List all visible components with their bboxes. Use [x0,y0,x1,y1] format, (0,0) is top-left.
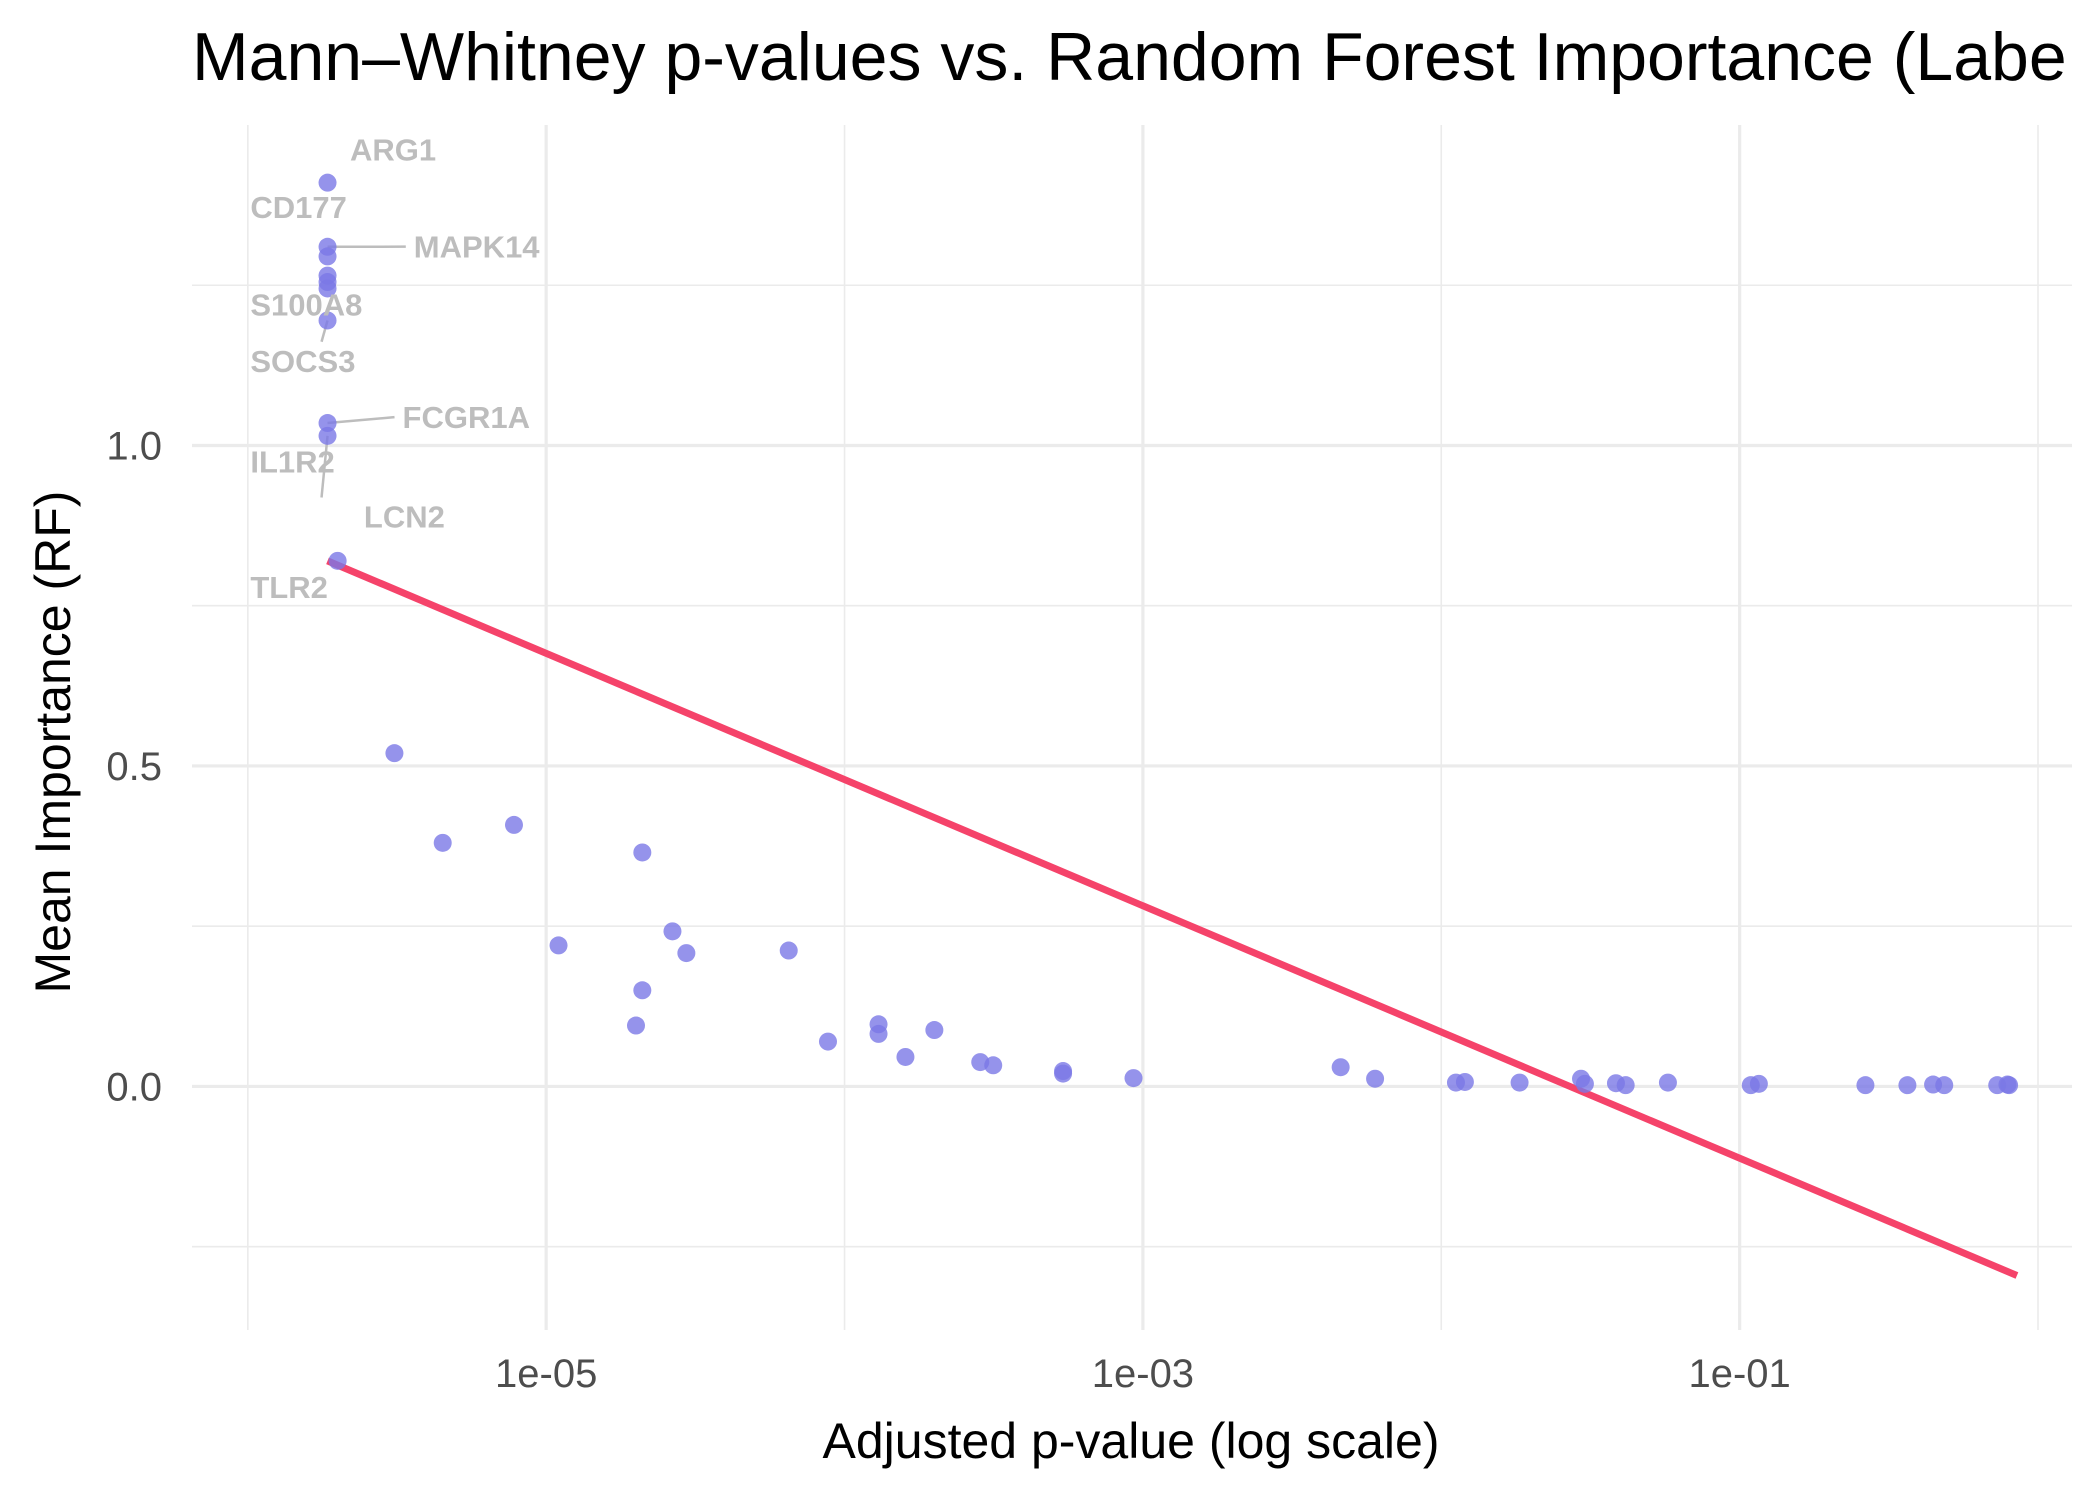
data-point-48 [2000,1076,2019,1095]
point-label-cd177: CD177 [250,190,346,225]
data-point-33 [1455,1072,1474,1091]
point-label-lcn2: LCN2 [364,500,445,535]
data-point-26 [984,1056,1003,1075]
data-point-41 [1749,1074,1768,1093]
data-point-22 [869,1024,888,1043]
chart-title: Mann–Whitney p-values vs. Random Forest … [192,19,2067,95]
point-label-fcgr1a: FCGR1A [403,400,530,435]
x-axis-title: Adjusted p-value (log scale) [823,1413,1440,1469]
data-point-30 [1331,1058,1350,1077]
y-tick-label-1: 0.5 [106,745,162,789]
point-label-socs3: SOCS3 [250,344,355,379]
point-label-mapk14: MAPK14 [414,230,541,265]
x-tick-label-2: 1e-01 [1688,1352,1790,1396]
data-point-28 [1054,1064,1073,1083]
data-point-38 [1616,1076,1635,1095]
data-point-14 [627,1016,646,1035]
data-point-42 [1856,1076,1875,1095]
data-point-16 [633,843,652,862]
y-tick-label-2: 1.0 [106,424,162,468]
data-point-23 [896,1047,915,1066]
point-label-s100a8: S100A8 [250,287,362,322]
y-axis-title: Mean Importance (RF) [25,491,81,994]
x-tick-label-0: 1e-05 [495,1352,597,1396]
data-point-13 [549,936,568,955]
label-leader-7 [320,435,329,498]
data-point-43 [1898,1076,1917,1095]
data-point-2 [318,247,337,266]
data-points [318,173,2019,1095]
label-leaders [320,245,406,498]
point-label-tlr2: TLR2 [250,570,327,605]
data-point-17 [663,922,682,941]
tick-labels: 1e-05 1e-03 1e-01 0.0 0.5 1.0 [106,424,1790,1396]
x-tick-label-1: 1e-03 [1092,1352,1194,1396]
data-point-24 [925,1021,944,1040]
data-point-45 [1935,1076,1954,1095]
data-point-29 [1124,1069,1143,1088]
trend-line-group [326,557,2019,1279]
data-point-7 [318,414,337,433]
data-point-31 [1366,1069,1385,1088]
data-point-39 [1658,1073,1677,1092]
point-label-il1r2: IL1R2 [250,444,334,479]
trend-line [326,557,2019,1279]
data-point-18 [677,944,696,963]
data-point-11 [433,833,452,852]
grid [192,125,2072,1330]
data-point-5 [318,279,337,298]
data-point-36 [1575,1074,1594,1093]
data-point-12 [504,815,523,834]
data-point-10 [385,744,404,763]
data-point-20 [818,1032,837,1051]
y-tick-label-0: 0.0 [106,1065,162,1109]
point-label-arg1: ARG1 [350,132,436,167]
data-point-0 [318,173,337,192]
data-point-8 [318,426,337,445]
data-point-19 [779,941,798,960]
data-point-34 [1510,1073,1529,1092]
data-point-15 [633,981,652,1000]
data-point-6 [318,311,337,330]
data-point-9 [328,551,347,570]
label-leader-5 [327,415,395,425]
